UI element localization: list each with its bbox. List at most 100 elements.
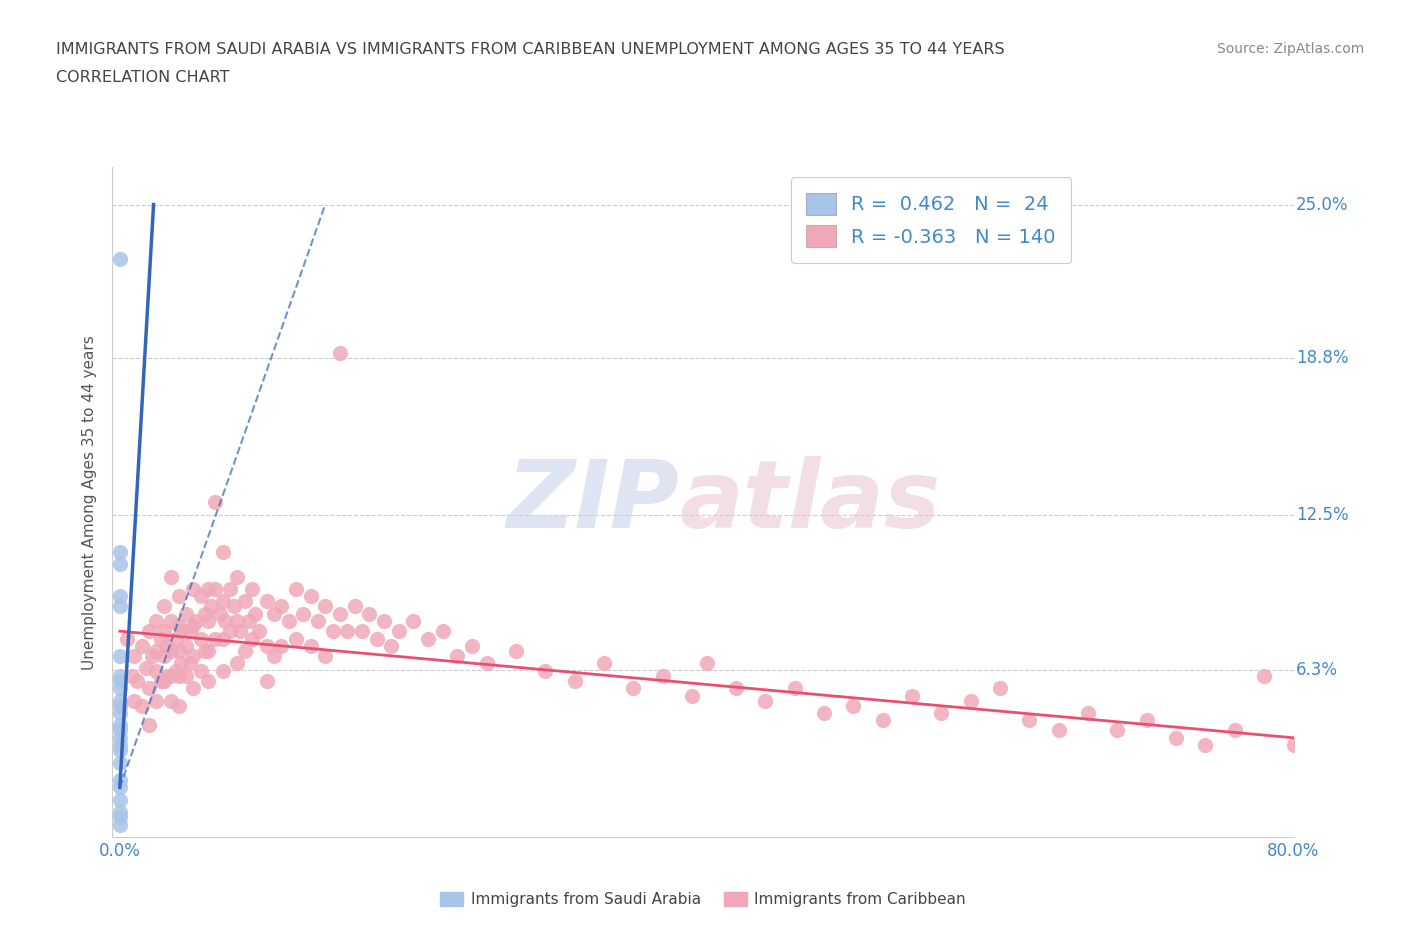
Point	[681, 688, 703, 703]
Point	[380, 639, 402, 654]
Point	[184, 614, 207, 629]
Point	[165, 631, 187, 646]
Point	[314, 648, 336, 663]
Point	[108, 792, 131, 807]
Point	[145, 644, 167, 658]
Point	[108, 780, 131, 795]
Point	[218, 624, 240, 639]
Point	[329, 346, 352, 361]
Point	[256, 673, 278, 688]
Point	[108, 698, 131, 713]
Point	[696, 656, 718, 671]
Text: Source: ZipAtlas.com: Source: ZipAtlas.com	[1216, 42, 1364, 56]
Point	[1194, 737, 1216, 752]
Point	[724, 681, 747, 696]
Point	[277, 614, 299, 629]
Point	[959, 693, 981, 708]
Point	[1136, 713, 1159, 728]
Point	[160, 614, 183, 629]
Point	[329, 606, 352, 621]
Point	[204, 581, 226, 596]
Point	[292, 606, 315, 621]
Point	[373, 614, 395, 629]
Point	[181, 681, 204, 696]
Point	[124, 648, 146, 663]
Point	[181, 618, 204, 633]
Point	[256, 594, 278, 609]
Point	[200, 599, 222, 614]
Point	[842, 698, 865, 713]
Point	[156, 639, 179, 654]
Point	[145, 663, 167, 678]
Point	[343, 599, 366, 614]
Text: IMMIGRANTS FROM SAUDI ARABIA VS IMMIGRANTS FROM CARIBBEAN UNEMPLOYMENT AMONG AGE: IMMIGRANTS FROM SAUDI ARABIA VS IMMIGRAN…	[56, 42, 1005, 57]
Point	[505, 644, 527, 658]
Point	[446, 648, 468, 663]
Point	[247, 624, 270, 639]
Point	[1107, 723, 1129, 737]
Point	[197, 614, 219, 629]
Point	[138, 681, 160, 696]
Point	[233, 594, 256, 609]
Point	[165, 663, 187, 678]
Point	[783, 681, 806, 696]
Point	[621, 681, 644, 696]
Point	[181, 581, 204, 596]
Point	[416, 631, 439, 646]
Point	[138, 624, 160, 639]
Text: 12.5%: 12.5%	[1296, 506, 1348, 524]
Point	[226, 656, 249, 671]
Point	[153, 648, 176, 663]
Point	[179, 656, 201, 671]
Point	[270, 599, 292, 614]
Point	[145, 693, 167, 708]
Point	[1018, 713, 1040, 728]
Point	[754, 693, 776, 708]
Point	[1223, 723, 1246, 737]
Point	[901, 688, 924, 703]
Text: 25.0%: 25.0%	[1296, 195, 1348, 214]
Point	[170, 656, 193, 671]
Point	[218, 581, 240, 596]
Point	[108, 755, 131, 770]
Point	[167, 618, 190, 633]
Point	[108, 730, 131, 745]
Point	[167, 644, 190, 658]
Point	[307, 614, 329, 629]
Point	[149, 673, 172, 688]
Text: atlas: atlas	[679, 457, 941, 548]
Point	[211, 663, 233, 678]
Point	[243, 606, 266, 621]
Point	[167, 589, 190, 604]
Point	[108, 773, 131, 788]
Point	[108, 723, 131, 737]
Point	[108, 737, 131, 752]
Point	[127, 673, 149, 688]
Point	[149, 631, 172, 646]
Point	[211, 631, 233, 646]
Legend: Immigrants from Saudi Arabia, Immigrants from Caribbean: Immigrants from Saudi Arabia, Immigrants…	[434, 885, 972, 913]
Point	[160, 693, 183, 708]
Point	[197, 644, 219, 658]
Point	[211, 544, 233, 559]
Point	[226, 614, 249, 629]
Point	[299, 639, 322, 654]
Point	[564, 673, 586, 688]
Point	[179, 624, 201, 639]
Point	[153, 624, 176, 639]
Point	[226, 569, 249, 584]
Point	[135, 661, 157, 676]
Point	[108, 648, 131, 663]
Point	[108, 718, 131, 733]
Point	[211, 594, 233, 609]
Point	[190, 589, 212, 604]
Point	[108, 544, 131, 559]
Point	[108, 693, 131, 708]
Text: ZIP: ZIP	[506, 457, 679, 548]
Point	[1077, 706, 1099, 721]
Point	[475, 656, 498, 671]
Point	[402, 614, 425, 629]
Point	[256, 639, 278, 654]
Point	[138, 718, 160, 733]
Point	[872, 713, 894, 728]
